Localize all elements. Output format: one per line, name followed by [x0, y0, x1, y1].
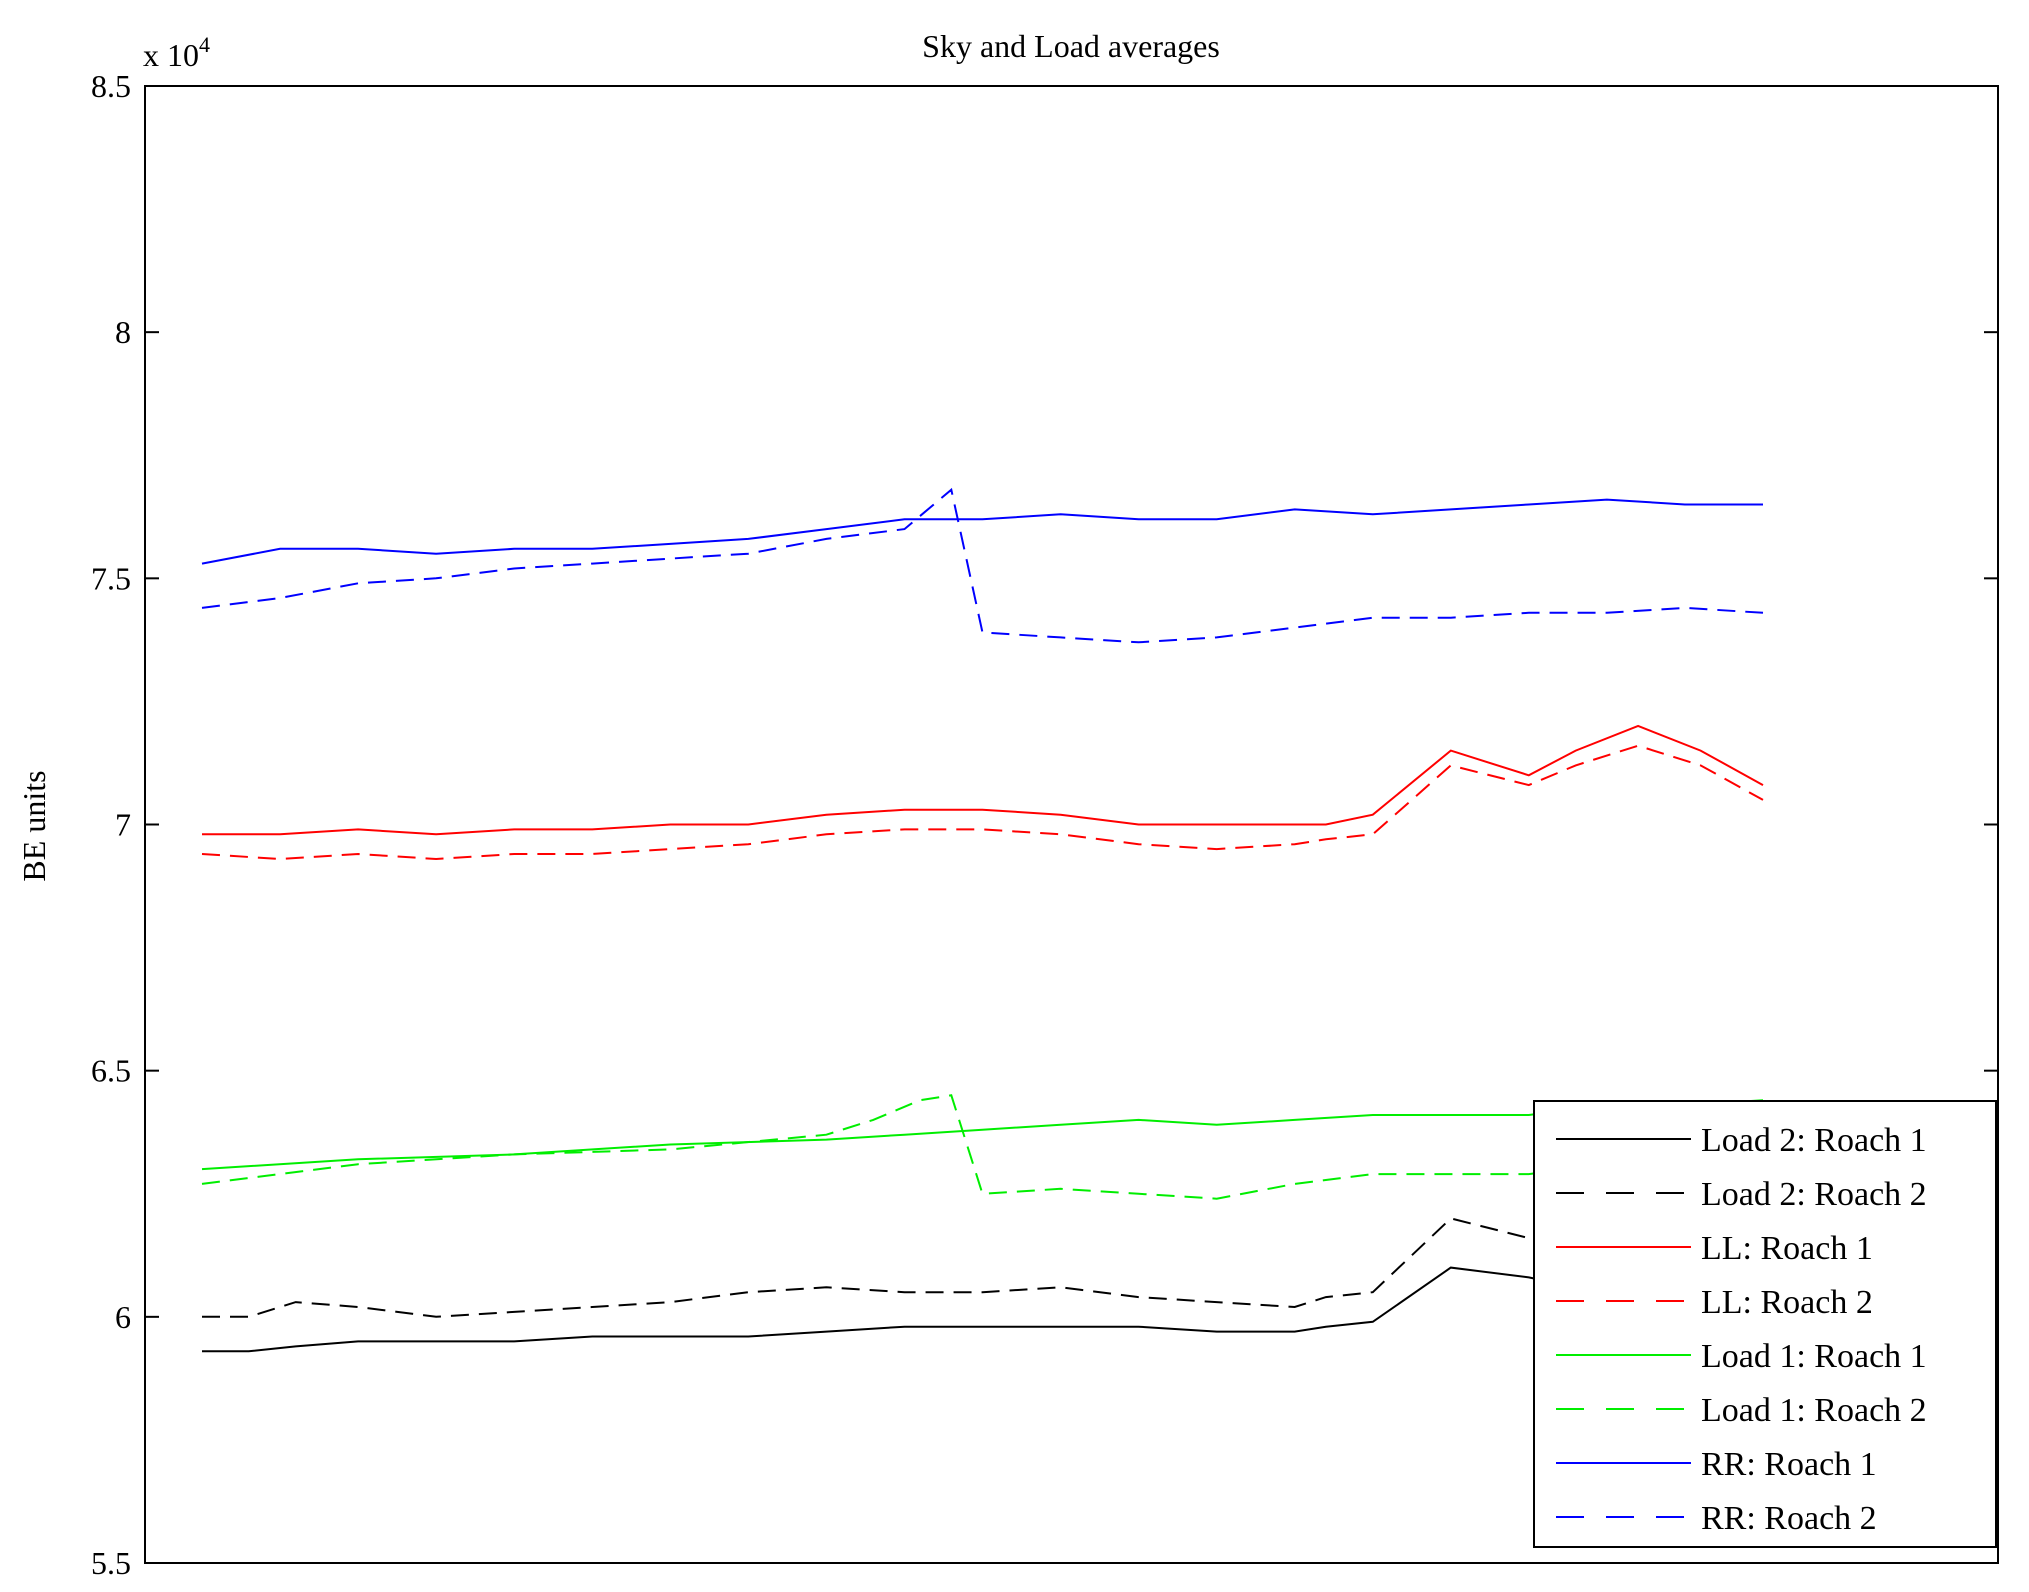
legend-label: LL: Roach 2	[1701, 1284, 1873, 1321]
legend-label: Load 2: Roach 1	[1701, 1122, 1927, 1159]
legend-label: Load 1: Roach 1	[1701, 1338, 1927, 1375]
y-tick-label: 7.5	[91, 560, 131, 596]
y-axis-label: BE units	[16, 770, 52, 881]
y-tick-label: 8	[115, 314, 131, 350]
legend-label: RR: Roach 1	[1701, 1446, 1877, 1483]
series-line-7	[201, 498, 1763, 565]
y-tick-label: 8.5	[91, 68, 131, 104]
y-tick-label: 6	[115, 1299, 131, 1335]
legend-box	[1533, 1100, 1997, 1548]
series-line-6	[201, 1094, 1764, 1200]
legend-label: Load 1: Roach 2	[1701, 1392, 1927, 1429]
legend: Load 2: Roach 1 Load 2: Roach 2 LL: Roach …	[1533, 1100, 1997, 1548]
y-axis-multiplier-base: x 10	[143, 37, 199, 73]
y-tick-label: 6.5	[91, 1053, 131, 1089]
legend-label: RR: Roach 2	[1701, 1500, 1877, 1537]
y-tick-label: 7	[115, 807, 131, 843]
y-tick-label: 5.5	[91, 1545, 131, 1581]
y-axis-multiplier: x 104	[143, 32, 210, 73]
chart-title: Sky and Load averages	[922, 28, 1220, 64]
series-line-3	[202, 724, 1764, 836]
series-layer	[201, 487, 1764, 1353]
y-axis: 5.5 6 6.5 7 7.5 8 8.5	[91, 68, 1998, 1581]
series-line-8	[201, 487, 1764, 644]
legend-label: LL: Roach 1	[1701, 1230, 1873, 1267]
series-line-4	[201, 744, 1764, 861]
legend-label: Load 2: Roach 2	[1701, 1176, 1927, 1213]
y-axis-multiplier-exponent: 4	[199, 32, 210, 57]
